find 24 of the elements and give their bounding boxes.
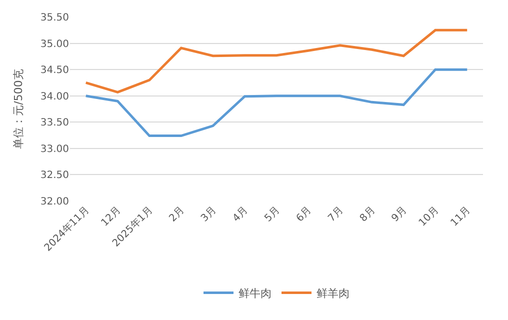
- x-tick-label: 11月: [448, 204, 473, 229]
- y-tick-label: 32.00: [40, 196, 69, 208]
- x-tick-label: 8月: [358, 204, 378, 224]
- x-tick-label: 9月: [390, 204, 410, 224]
- x-tick-label: 7月: [326, 204, 346, 224]
- legend-label: 鲜牛肉: [238, 287, 272, 300]
- x-tick-label: 3月: [199, 204, 219, 224]
- line-series: [84, 28, 468, 94]
- y-axis-title: 单位：元/500克: [12, 69, 26, 149]
- x-tick-label: 12月: [99, 204, 124, 229]
- line-series: [84, 68, 468, 138]
- x-tick-label: 5月: [262, 204, 282, 224]
- y-tick-label: 34.00: [40, 91, 69, 102]
- legend-label: 鲜羊肉: [316, 287, 350, 300]
- y-tick-label: 32.50: [40, 170, 69, 182]
- y-tick-label: 35.50: [40, 12, 69, 24]
- x-tick-label: 6月: [294, 204, 314, 224]
- x-tick-label: 10月: [417, 204, 442, 229]
- y-tick-label: 35.00: [40, 38, 69, 50]
- y-tick-label: 33.50: [40, 118, 69, 129]
- x-tick-label: 4月: [231, 204, 250, 224]
- y-tick-label: 33.00: [40, 144, 69, 155]
- y-tick-label: 34.50: [40, 65, 69, 76]
- x-tick-label: 2月: [167, 204, 187, 224]
